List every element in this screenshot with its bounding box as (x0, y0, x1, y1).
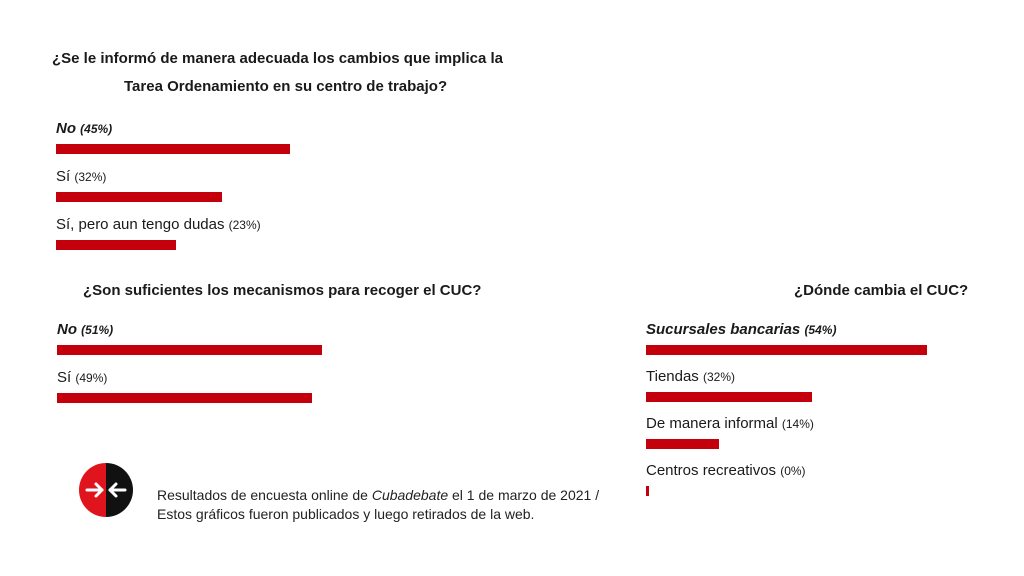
bar (56, 144, 290, 154)
bar-item: No (45%) (56, 120, 416, 160)
chart-mecanismos-recoger-cuc: ¿Son suficientes los mecanismos para rec… (57, 0, 617, 420)
category-label: Sucursales bancarias (646, 321, 805, 338)
bar-label: Sí (49%) (57, 369, 417, 387)
caption-text-end: el 1 de marzo de 2021 / Estos gráficos f… (157, 487, 600, 522)
bar (646, 486, 649, 496)
bar (57, 393, 312, 403)
chart-title-line-1: ¿Se le informó de manera adecuada los ca… (52, 50, 503, 67)
caption-text: Resultados de encuesta online de (157, 487, 372, 503)
category-label: Tiendas (646, 368, 703, 385)
bar-label: No (51%) (57, 321, 417, 339)
category-label: Centros recreativos (646, 462, 781, 479)
footer-logo (79, 463, 133, 517)
percent-label: (32%) (702, 370, 735, 384)
chart-title: ¿Dónde cambia el CUC? (794, 282, 969, 299)
bar-label: De manera informal (14%) (646, 415, 1006, 433)
category-label: Sí (56, 168, 75, 185)
bar-label: Tiendas (32%) (646, 368, 1006, 386)
bar-item: Sí, pero aun tengo dudas (23%) (56, 216, 416, 256)
bar-item: No (51%) (57, 321, 417, 361)
bar-item: Sucursales bancarias (54%) (646, 321, 1006, 361)
bar-item: Centros recreativos (0%) (646, 462, 1006, 502)
bar-label: Sí (32%) (56, 168, 416, 186)
percent-label: (49%) (75, 371, 108, 385)
category-label: No (57, 321, 82, 338)
chart-informacion-tarea-ordenamiento: ¿Se le informó de manera adecuada los ca… (52, 0, 616, 260)
bar-label: Centros recreativos (0%) (646, 462, 1006, 480)
bar-label: Sucursales bancarias (54%) (646, 321, 1006, 339)
chart-title: ¿Son suficientes los mecanismos para rec… (83, 282, 482, 299)
footer-caption: Resultados de encuesta online de Cubadeb… (157, 486, 627, 524)
category-label: Sí (57, 369, 76, 386)
percent-label: (23%) (228, 218, 261, 232)
chart-donde-cambia-cuc: ¿Dónde cambia el CUC? Sucursales bancari… (646, 0, 1016, 520)
percent-label: (32%) (74, 170, 107, 184)
arrows-in-icon (85, 482, 127, 498)
category-label: Sí, pero aun tengo dudas (56, 216, 229, 233)
bar (56, 240, 176, 250)
bar (646, 345, 927, 355)
bar-label: Sí, pero aun tengo dudas (23%) (56, 216, 416, 234)
bar (57, 345, 323, 355)
category-label: De manera informal (646, 415, 782, 432)
bar (646, 392, 813, 402)
percent-label: (51%) (81, 323, 114, 337)
bar-item: Sí (49%) (57, 369, 417, 409)
bar-label: No (45%) (56, 120, 416, 138)
bar (56, 192, 223, 202)
bar (646, 439, 719, 449)
percent-label: (54%) (804, 323, 837, 337)
percent-label: (14%) (781, 417, 814, 431)
percent-label: (45%) (80, 122, 113, 136)
bar-item: Tiendas (32%) (646, 368, 1006, 408)
bar-item: Sí (32%) (56, 168, 416, 208)
bar-item: De manera informal (14%) (646, 415, 1006, 455)
category-label: No (56, 120, 81, 137)
caption-source: Cubadebate (371, 487, 449, 503)
percent-label: (0%) (780, 464, 806, 478)
chart-title-line-2: Tarea Ordenamiento en su centro de traba… (124, 78, 448, 95)
